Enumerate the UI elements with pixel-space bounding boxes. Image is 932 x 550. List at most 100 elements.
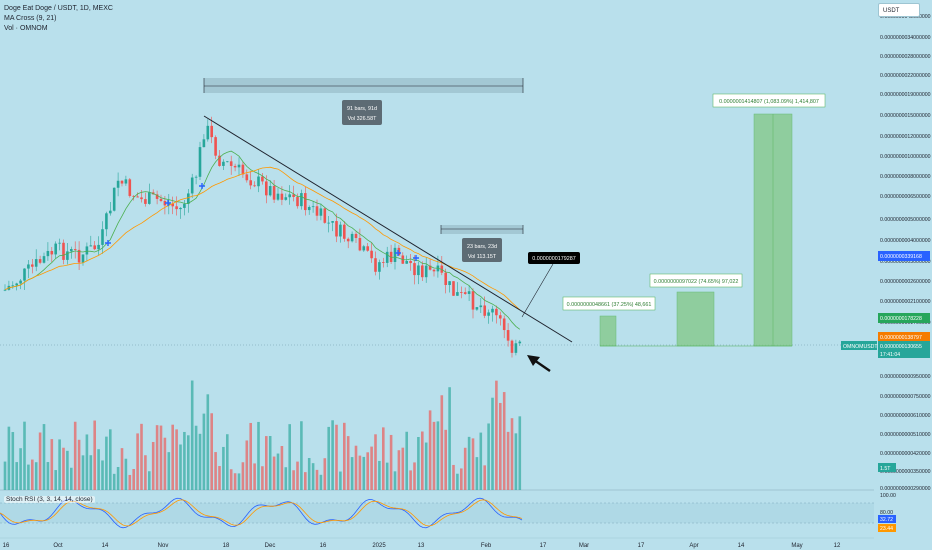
target-1-label-box	[562, 296, 656, 311]
candle-body	[210, 125, 213, 138]
price-tick: 0.0000000006500000	[880, 194, 931, 200]
stoch-rsi-label[interactable]: Stoch RSI (3, 3, 14, 14, close)	[4, 496, 95, 503]
tag-blue: 0.0000000339168	[880, 254, 922, 260]
symbol-title[interactable]: Doge Eat Doge / USDT, 1D, MEXC	[4, 5, 113, 12]
volume-bar	[499, 402, 502, 490]
volume-bar	[70, 467, 73, 490]
volume-bar	[34, 462, 38, 490]
volume-bar	[307, 458, 311, 490]
time-axis: 16 Oct 14 Nov 18 Dec 16 2025 13 Feb 17 Mar 17 Apr 14 Ma…	[3, 543, 841, 549]
volume-bar	[475, 457, 479, 490]
volume-bar	[296, 461, 299, 490]
target-1-box	[599, 315, 617, 347]
price-tick: 0.0000000034000000	[880, 35, 931, 41]
candle-body	[241, 164, 245, 175]
price-tags: 0.0000000339168 0.0000000178228 0.000000…	[841, 251, 930, 472]
volume-label[interactable]: Vol · OMNOM	[4, 25, 48, 32]
target-3-text: 0.0000001414807 (1,083.09%) 1,414,807	[719, 99, 819, 105]
target-3[interactable]: 0.0000001414807 (1,083.09%) 1,414,807	[712, 93, 826, 347]
target-3-label-box	[712, 93, 826, 108]
ma-cross-marker	[165, 200, 171, 206]
candle-body	[343, 224, 346, 239]
volume-bar	[226, 434, 229, 490]
volume-bar	[128, 474, 132, 490]
downtrend-line[interactable]	[203, 115, 573, 343]
volume-bars	[3, 380, 522, 490]
volume-bar	[148, 471, 151, 490]
candle-body	[331, 221, 334, 223]
ma-cross-label[interactable]: MA Cross (9, 21)	[4, 15, 57, 22]
volume-bar	[362, 456, 366, 490]
volume-bar	[109, 429, 112, 490]
volume-tag: 1.5T	[880, 466, 891, 472]
breakout-callout[interactable]: 0.0000000179287	[521, 252, 580, 318]
candle-body	[510, 340, 514, 353]
target-2-text: 0.0000000097022 (74.65%) 97,022	[654, 279, 739, 285]
currency-button[interactable]: USDT	[878, 3, 920, 17]
volume-bar	[456, 473, 459, 490]
volume-bar	[167, 452, 171, 490]
volume-bar	[471, 438, 475, 490]
candle-body	[54, 243, 57, 255]
volume-bar	[413, 462, 416, 490]
volume-bar	[27, 464, 30, 490]
stoch-tick-100: 100.00	[880, 493, 896, 499]
candle-body	[202, 139, 206, 148]
candle-body	[268, 186, 272, 196]
price-tick: 0.0000000002100000	[880, 299, 931, 305]
time-tick: 17	[638, 543, 645, 549]
volume-bar	[237, 473, 241, 490]
candle-body	[495, 308, 498, 316]
tag-countdown: 17:41:04	[880, 352, 900, 358]
volume-bar	[202, 413, 206, 490]
candle-body	[385, 251, 389, 263]
candle-body	[163, 201, 167, 206]
candle-body	[502, 318, 506, 331]
candle-body	[471, 291, 475, 310]
time-tick: Mar	[579, 543, 589, 549]
volume-bar	[241, 462, 245, 490]
price-axis-bg[interactable]	[874, 0, 932, 550]
volume-bar	[253, 463, 256, 490]
volume-bar	[315, 469, 319, 490]
candle-body	[475, 307, 479, 310]
candle-body	[284, 197, 288, 200]
volume-bar	[397, 450, 401, 490]
candle-body	[66, 251, 69, 260]
candle-body	[319, 208, 323, 216]
target-1-text: 0.0000000048661 (37.25%) 48,661	[567, 302, 652, 308]
range-measure-2[interactable]: 23 bars, 23d Vol 113.15T	[440, 225, 524, 262]
volume-tag-bg	[878, 463, 896, 472]
callout-price-text: 0.0000000179287	[532, 256, 575, 262]
candle-body	[483, 305, 486, 316]
candle-body	[89, 245, 93, 247]
candle-body	[448, 281, 451, 286]
volume-bar	[280, 446, 284, 490]
range-measure-1[interactable]: 91 bars, 91d Vol 326.58T	[203, 78, 524, 125]
candle-body	[175, 206, 178, 210]
price-tick: 0.0000000000610000	[880, 413, 931, 419]
range-1-label-box	[342, 100, 382, 125]
candle-body	[58, 242, 61, 244]
volume-bar	[38, 432, 42, 490]
price-tick: 0.0000000042000000	[880, 14, 931, 20]
candle-body	[11, 285, 15, 287]
volume-bar	[85, 434, 89, 490]
candle-body	[487, 312, 490, 316]
target-2[interactable]: 0.0000000097022 (74.65%) 97,022	[649, 273, 743, 347]
volume-bar	[343, 422, 346, 490]
volume-bar	[276, 453, 280, 490]
candle-body	[460, 292, 463, 293]
price-tick: 0.0000000000290000	[880, 486, 931, 492]
target-1[interactable]: 0.0000000048661 (37.25%) 48,661	[562, 296, 656, 347]
volume-bar	[319, 474, 323, 490]
price-tick: 0.0000000002600000	[880, 279, 931, 285]
candle-body	[183, 203, 186, 208]
volume-bar	[393, 471, 397, 490]
volume-bar	[265, 436, 268, 490]
time-tick: 14	[102, 543, 109, 549]
candle-body	[444, 272, 447, 286]
time-axis-bg[interactable]	[0, 538, 932, 550]
volume-bar	[389, 434, 393, 490]
